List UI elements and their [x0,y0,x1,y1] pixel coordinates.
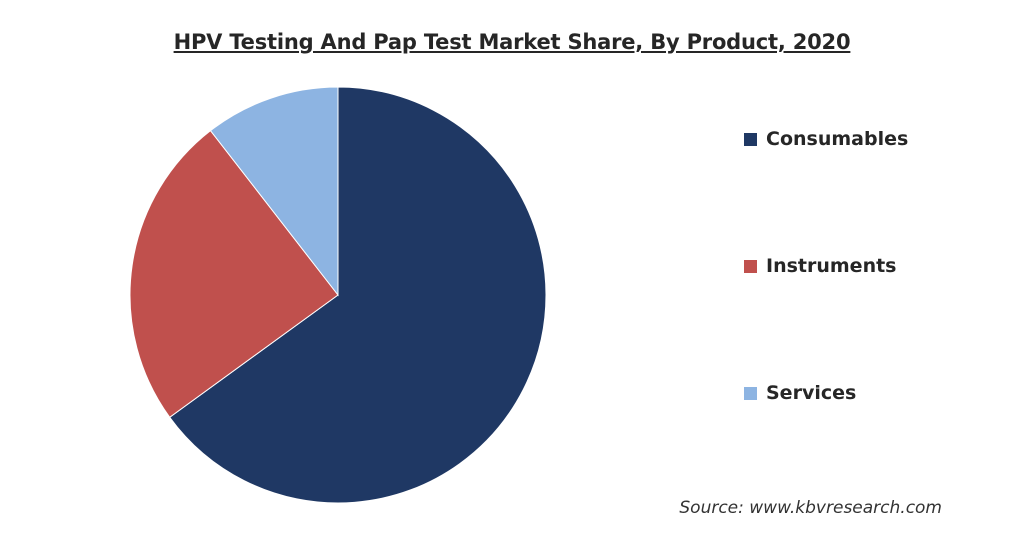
legend-label-instruments: Instruments [766,255,897,277]
legend-label-consumables: Consumables [766,128,909,150]
pie-slices [129,86,547,504]
legend-item-consumables: Consumables [744,128,908,150]
legend-label-services: Services [766,382,857,404]
legend-item-services: Services [744,382,856,404]
pie-slice-instruments [129,129,339,418]
chart-title: HPV Testing And Pap Test Market Share, B… [173,30,851,54]
pie-slice-consumables [169,86,547,504]
legend-swatch-instruments [744,259,757,273]
pie-slice-services [209,86,339,297]
source-note: Source: www.kbvresearch.com [679,498,942,518]
legend-item-instruments: Instruments [744,255,897,277]
legend-swatch-consumables [744,132,757,146]
legend-swatch-services [744,386,757,400]
